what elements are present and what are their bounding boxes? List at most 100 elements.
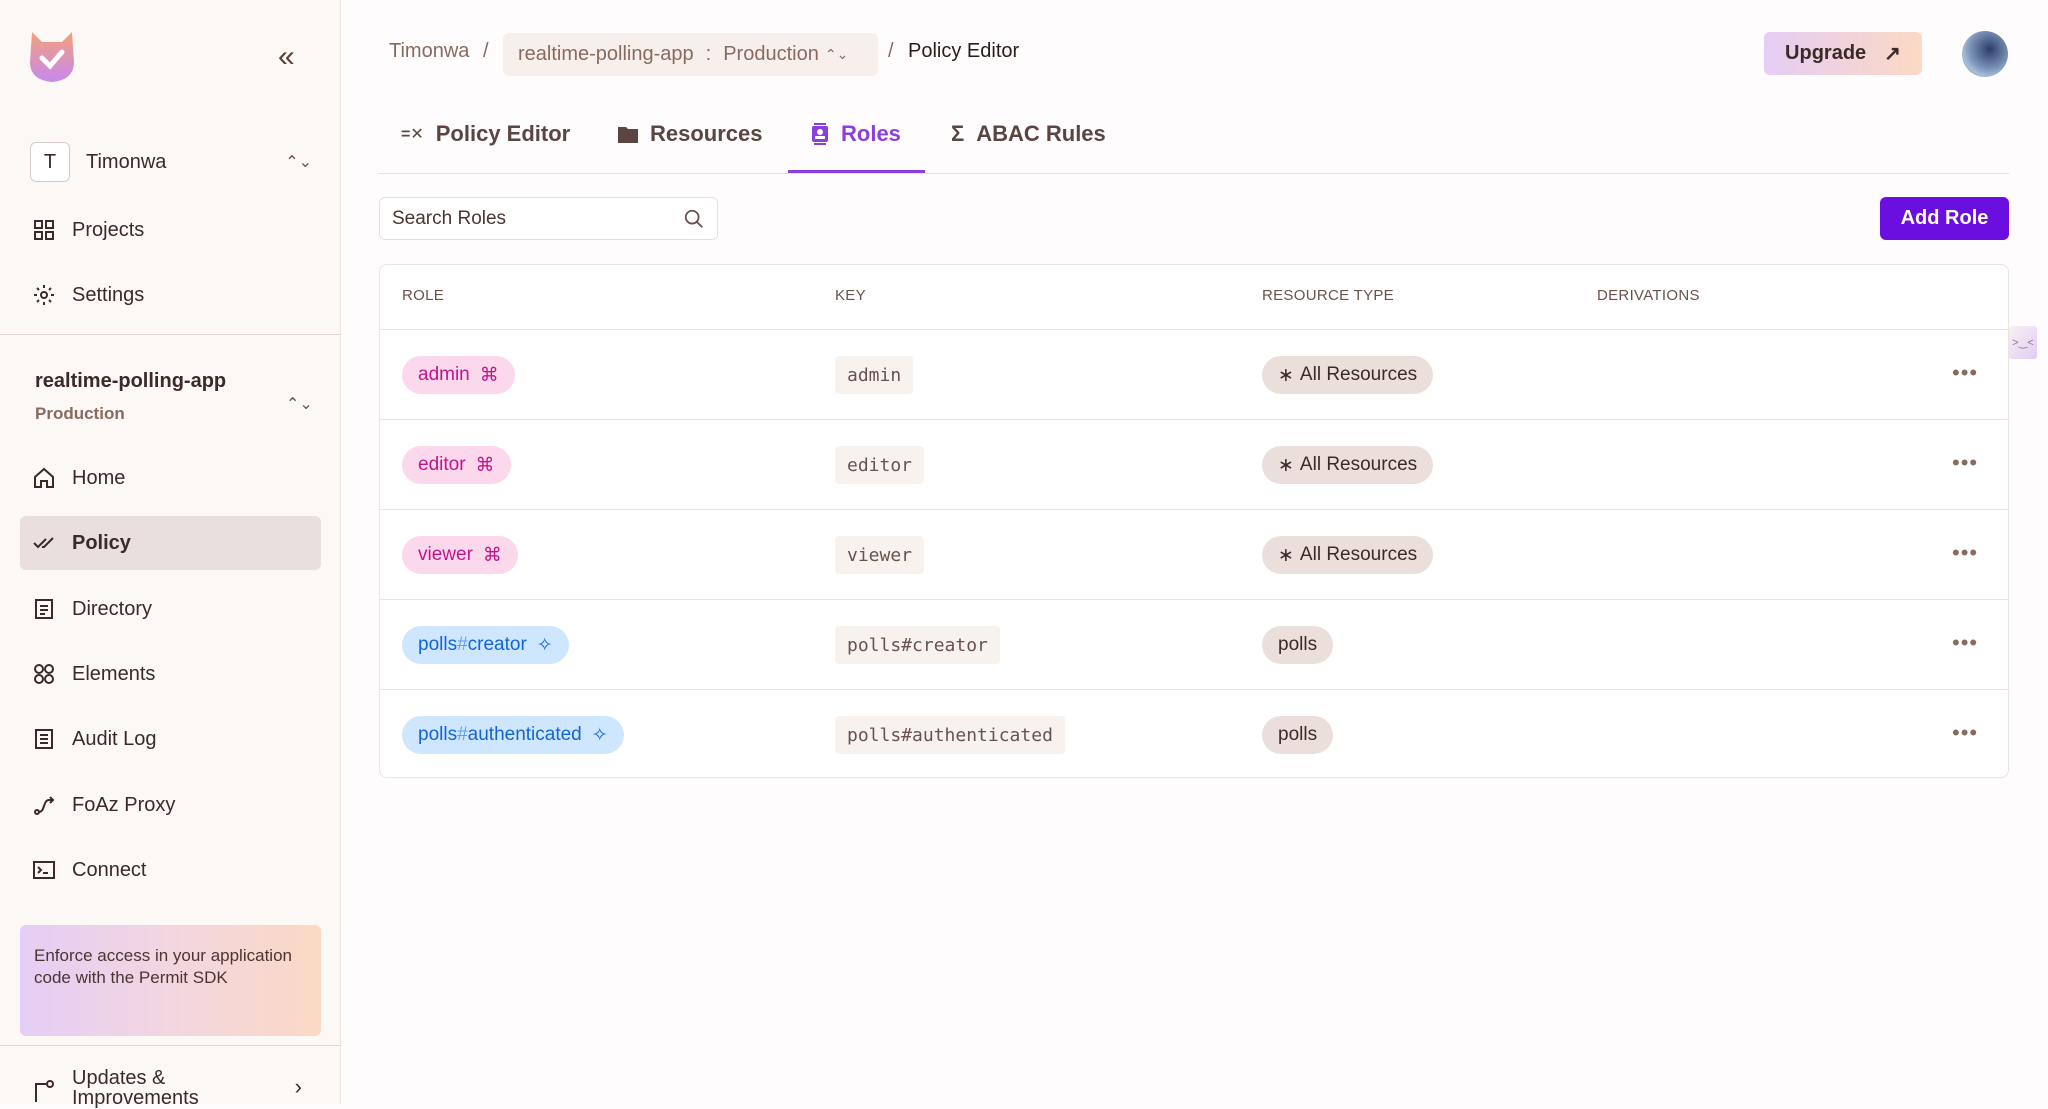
role-key: polls#authenticated: [835, 716, 1065, 754]
tab-resources[interactable]: Resources: [618, 118, 763, 150]
search-roles[interactable]: [379, 197, 718, 240]
table-row[interactable]: editor ⌘ editor ∗ All Resources •••: [380, 419, 2008, 509]
sidebar-item-label: Updates & Improvements: [72, 1067, 199, 1109]
sdk-promo-card[interactable]: Enforce access in your application code …: [20, 925, 321, 1036]
breadcrumb-org[interactable]: Timonwa: [389, 40, 470, 62]
sidebar-item-label: Settings: [72, 283, 145, 306]
more-actions-icon[interactable]: •••: [1952, 720, 1979, 745]
upgrade-button[interactable]: Upgrade ↗: [1764, 32, 1922, 75]
breadcrumb-project: realtime-polling-app: [518, 43, 694, 65]
role-badge[interactable]: editor ⌘: [402, 446, 511, 484]
role-name: editor: [418, 454, 466, 475]
chevron-up-down-icon: ⌃⌄: [286, 396, 313, 413]
more-actions-icon[interactable]: •••: [1952, 360, 1979, 385]
proxy-icon: [34, 796, 55, 815]
sidebar-item-label: Audit Log: [72, 727, 157, 750]
project-env: Production: [35, 404, 125, 423]
sidebar-item-elements[interactable]: Elements: [32, 654, 155, 694]
org-avatar: T: [30, 142, 70, 182]
role-resource: polls: [418, 634, 458, 655]
terminal-icon: [33, 861, 55, 879]
tabs-divider: [379, 173, 2009, 174]
role-name: creator: [467, 634, 527, 655]
chevron-up-down-icon: ⌃⌄: [824, 46, 849, 62]
sidebar: « T Timonwa ⌃⌄ Projects Settings realtim…: [0, 0, 341, 1108]
tab-policy-editor[interactable]: =✕ Policy Editor: [401, 118, 570, 150]
sidebar-item-projects[interactable]: Projects: [32, 210, 144, 250]
sidebar-item-foaz-proxy[interactable]: FoAz Proxy: [32, 785, 175, 825]
role-key: polls#creator: [835, 626, 1000, 664]
arrow-up-right-icon: ↗: [1884, 43, 1901, 65]
command-icon: ⌘: [479, 364, 499, 386]
updates-icon: [35, 1080, 54, 1102]
more-actions-icon[interactable]: •••: [1952, 540, 1979, 565]
upgrade-label: Upgrade: [1785, 42, 1867, 64]
roles-table: ROLE KEY RESOURCE TYPE DERIVATIONS admin…: [379, 264, 2009, 778]
home-icon: [34, 467, 54, 488]
sparkle-icon: ✧: [536, 634, 553, 656]
resource-type: All Resources: [1299, 364, 1418, 385]
sidebar-item-label: Projects: [72, 218, 145, 241]
chevron-up-down-icon: ⌃⌄: [285, 154, 312, 171]
chevron-right-icon: ›: [294, 1074, 302, 1099]
org-selector[interactable]: T Timonwa ⌃⌄: [30, 142, 312, 182]
role-badge[interactable]: admin ⌘: [402, 356, 515, 394]
role-resource: polls: [418, 724, 458, 745]
tab-label: Roles: [841, 121, 901, 146]
breadcrumb-separator: /: [483, 40, 489, 62]
sigma-icon: Σ: [951, 121, 965, 146]
asterisk-icon: ∗: [1278, 454, 1294, 476]
role-badge[interactable]: viewer ⌘: [402, 536, 518, 574]
asterisk-icon: ∗: [1278, 364, 1294, 386]
column-header-resource-type: RESOURCE TYPE: [1262, 287, 1394, 304]
role-badge[interactable]: polls#authenticated ✧: [402, 716, 624, 754]
role-name: admin: [418, 364, 470, 385]
breadcrumb-project-selector[interactable]: realtime-polling-app : Production ⌃⌄: [503, 33, 878, 76]
role-name: authenticated: [467, 724, 582, 745]
tab-label: Resources: [650, 121, 763, 146]
column-header-key: KEY: [835, 287, 866, 304]
collapse-sidebar-button[interactable]: «: [278, 40, 295, 73]
tab-abac-rules[interactable]: Σ ABAC Rules: [951, 118, 1106, 150]
breadcrumb-page: Policy Editor: [908, 40, 1020, 62]
sidebar-item-connect[interactable]: Connect: [32, 850, 147, 890]
user-avatar[interactable]: [1962, 31, 2008, 77]
column-header-role: ROLE: [402, 287, 445, 304]
more-actions-icon[interactable]: •••: [1952, 630, 1979, 655]
roles-icon: [812, 123, 828, 145]
table-row[interactable]: polls#authenticated ✧ polls#authenticated p…: [380, 689, 2008, 777]
sidebar-item-policy[interactable]: Policy: [32, 523, 131, 563]
sidebar-item-audit-log[interactable]: Audit Log: [32, 719, 157, 759]
resource-type-badge: ∗ All Resources: [1262, 356, 1434, 394]
table-row[interactable]: viewer ⌘ viewer ∗ All Resources •••: [380, 509, 2008, 599]
sidebar-item-directory[interactable]: Directory: [32, 589, 152, 629]
project-name: realtime-polling-app: [35, 370, 227, 392]
sidebar-item-home[interactable]: Home: [32, 458, 125, 498]
sidebar-item-settings[interactable]: Settings: [32, 275, 144, 315]
sidebar-item-label: Directory: [72, 597, 153, 620]
sidebar-item-label: Connect: [72, 858, 147, 881]
grid-icon: [34, 220, 54, 240]
search-input[interactable]: [392, 207, 683, 230]
project-selector[interactable]: realtime-polling-app Production ⌃⌄: [0, 360, 341, 430]
tab-roles[interactable]: Roles: [811, 118, 901, 150]
side-widget-tab[interactable]: >‿<: [2009, 326, 2037, 359]
audit-log-icon: [35, 729, 53, 749]
role-key: editor: [835, 446, 925, 484]
table-row[interactable]: admin ⌘ admin ∗ All Resources •••: [380, 329, 2008, 419]
more-actions-icon[interactable]: •••: [1952, 450, 1979, 475]
add-role-button[interactable]: Add Role: [1880, 197, 2009, 240]
resource-type: All Resources: [1299, 544, 1418, 565]
role-hash: #: [457, 724, 468, 745]
logo: [30, 32, 74, 82]
search-icon[interactable]: [683, 208, 705, 230]
breadcrumb-colon: :: [705, 43, 712, 65]
role-key: admin: [835, 356, 914, 394]
resource-type: polls: [1278, 634, 1318, 655]
sidebar-item-label: Elements: [72, 662, 156, 685]
divider: [0, 334, 341, 335]
sidebar-item-updates[interactable]: Updates & Improvements ›: [32, 1068, 302, 1108]
role-badge[interactable]: polls#creator ✧: [402, 626, 569, 664]
table-row[interactable]: polls#creator ✧ polls#creator polls •••: [380, 599, 2008, 689]
sidebar-item-label: Home: [72, 466, 126, 489]
